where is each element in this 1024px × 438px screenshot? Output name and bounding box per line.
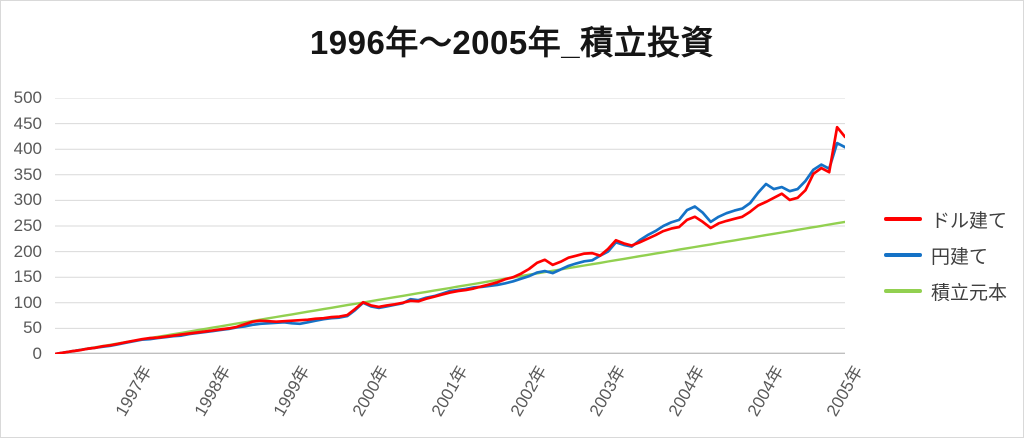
series-line-積立元本 bbox=[55, 220, 845, 354]
plot-svg bbox=[55, 98, 845, 354]
legend-line-red-icon bbox=[884, 217, 922, 221]
x-axis-tick-label: 2001年 bbox=[427, 362, 472, 420]
x-axis-tick-label: 1998年 bbox=[190, 362, 235, 420]
plot-area bbox=[55, 98, 845, 354]
legend-label: 積立元本 bbox=[931, 282, 1008, 304]
y-axis-tick-label: 100 bbox=[13, 292, 42, 312]
series-line-ドル建て bbox=[55, 125, 845, 354]
x-axis-tick-label: 2003年 bbox=[585, 362, 630, 420]
x-axis-tick-label: 2004年 bbox=[664, 362, 709, 420]
legend-line-green-icon bbox=[884, 289, 922, 293]
legend-label: ドル建て bbox=[931, 210, 1008, 232]
legend-item-principal: 積立元本 bbox=[884, 278, 1007, 304]
legend-line-blue-icon bbox=[884, 253, 922, 257]
x-axis-tick-label: 2000年 bbox=[348, 362, 393, 420]
x-axis-tick-label: 2005年 bbox=[822, 362, 867, 420]
chart-legend: ドル建て 円建て 積立元本 bbox=[884, 206, 1007, 314]
x-axis-tick-label: 2002年 bbox=[506, 362, 551, 420]
y-axis-tick-label: 150 bbox=[13, 267, 42, 287]
y-axis-tick-label: 0 bbox=[32, 344, 42, 363]
x-axis-tick-label: 1997年 bbox=[111, 362, 156, 420]
legend-item-usd: ドル建て bbox=[884, 206, 1007, 232]
y-axis-tick-label: 200 bbox=[13, 241, 42, 261]
y-axis-tick-label: 300 bbox=[13, 190, 42, 210]
legend-item-yen: 円建て bbox=[884, 242, 1007, 268]
legend-label: 円建て bbox=[931, 246, 989, 268]
x-axis-tick-label: 1999年 bbox=[269, 362, 314, 420]
y-axis-tick-label: 250 bbox=[13, 216, 42, 235]
y-axis-tick-label: 500 bbox=[13, 88, 42, 107]
y-axis-tick-label: 400 bbox=[13, 139, 42, 159]
y-axis-tick-label: 50 bbox=[23, 318, 42, 338]
y-axis-tick-label: 450 bbox=[13, 113, 42, 133]
x-axis-tick-label: 2004年 bbox=[743, 362, 788, 420]
chart-title: 1996年〜2005年_積立投資 bbox=[309, 24, 715, 61]
y-axis-tick-label: 350 bbox=[13, 164, 42, 184]
